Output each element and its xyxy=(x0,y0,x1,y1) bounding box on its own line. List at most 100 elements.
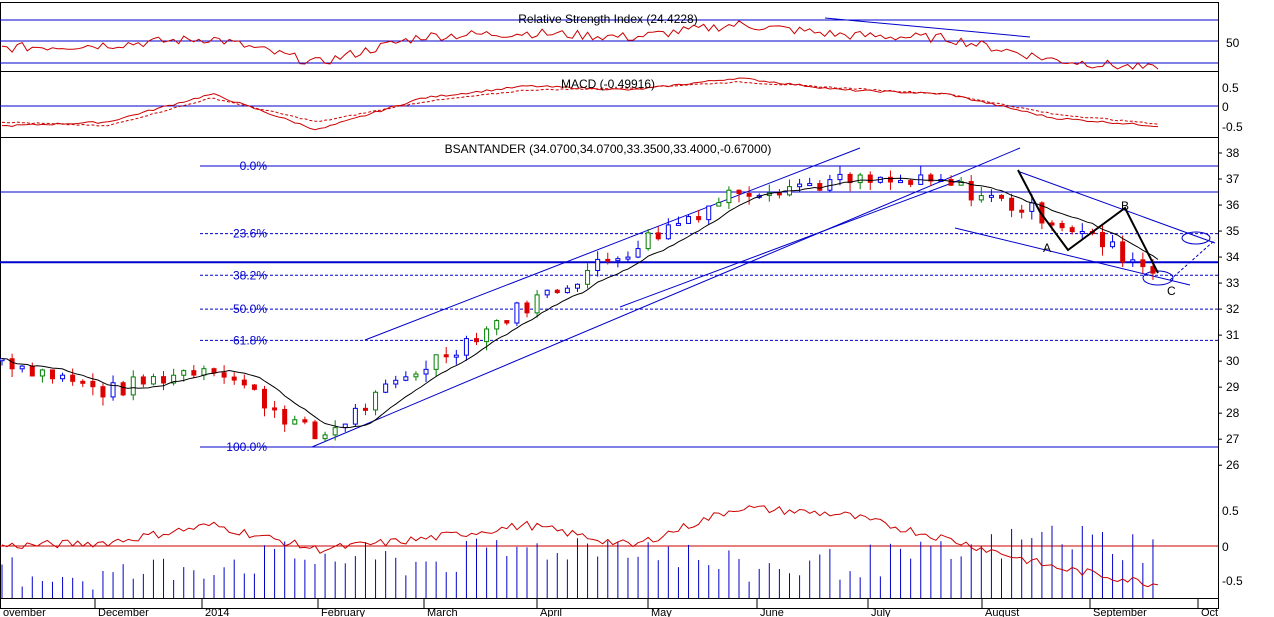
candle-body xyxy=(726,189,732,204)
candle-body xyxy=(686,216,692,224)
price-tick: 30 xyxy=(1226,354,1240,368)
channel-lower xyxy=(311,147,1021,448)
volume-tick: 0.5 xyxy=(1222,504,1239,518)
candle-body xyxy=(241,379,247,386)
candle-body xyxy=(655,232,661,240)
candle-body xyxy=(211,368,217,374)
candle-body xyxy=(453,354,459,358)
candle-body xyxy=(716,202,722,207)
candle-body xyxy=(534,294,540,314)
candle-body xyxy=(312,421,318,440)
candle-body xyxy=(1120,241,1126,263)
price-axis: 38 37 36 35 34 33 32 31 30 29 28 27 26 xyxy=(1218,146,1240,472)
candle-body xyxy=(140,376,146,385)
candle-body xyxy=(625,256,631,260)
candle-body xyxy=(908,180,914,185)
target-circle-upper xyxy=(1181,231,1211,245)
candle-body xyxy=(887,176,893,183)
candle-body xyxy=(696,216,702,221)
candle-body xyxy=(1110,241,1116,248)
candle-body xyxy=(433,354,439,370)
candlesticks xyxy=(0,165,1156,442)
candle-body xyxy=(272,407,278,411)
price-tick: 28 xyxy=(1226,406,1240,420)
price-tick: 34 xyxy=(1226,250,1240,264)
price-tick: 29 xyxy=(1226,380,1240,394)
candle-body xyxy=(746,193,752,197)
candle-body xyxy=(161,376,167,384)
oscillator-line xyxy=(1,505,1159,588)
candle-body xyxy=(595,258,601,271)
candle-body xyxy=(736,189,742,195)
candle-body xyxy=(383,383,389,393)
candle-body xyxy=(837,173,843,181)
candle-body xyxy=(585,269,591,285)
volume-tick: 0 xyxy=(1222,540,1229,554)
candle-body xyxy=(322,434,328,440)
candle-body xyxy=(968,181,974,201)
candle-body xyxy=(857,174,863,184)
candle-body xyxy=(514,302,520,324)
macd-line xyxy=(1,77,1159,131)
x-tick-label: 2014 xyxy=(205,607,229,617)
x-tick-label: December xyxy=(98,607,149,617)
candle-body xyxy=(948,178,954,186)
fibonacci-label: 61.8% xyxy=(233,333,267,347)
candle-body xyxy=(302,419,308,423)
candle-body xyxy=(110,382,116,398)
indicator-axes: 50 0.5 0 -0.5 0.5 0 -0.5 xyxy=(1222,36,1243,588)
x-tick-label: September xyxy=(1093,607,1147,617)
rsi-panel: Relative Strength Index (24.4228) xyxy=(0,12,1218,70)
price-horizontal-levels xyxy=(0,191,1218,264)
candle-body xyxy=(1059,223,1065,229)
candle-body xyxy=(29,365,35,377)
x-tick-label: February xyxy=(321,607,366,617)
candle-body xyxy=(1099,232,1105,248)
candle-body xyxy=(474,338,480,343)
x-tick-label: Oct xyxy=(1201,607,1218,617)
candle-body xyxy=(9,358,15,370)
fibonacci-label: 0.0% xyxy=(240,159,268,173)
wave-label-c: C xyxy=(1167,284,1176,298)
candle-body xyxy=(776,192,782,196)
candle-body xyxy=(807,183,813,187)
candle-body xyxy=(181,370,187,376)
x-tick-label: April xyxy=(540,607,562,617)
x-tick-label: August xyxy=(985,607,1019,617)
price-tick: 37 xyxy=(1226,172,1240,186)
candle-body xyxy=(191,370,197,376)
candle-body xyxy=(867,174,873,183)
price-tick: 31 xyxy=(1226,328,1240,342)
candle-body xyxy=(393,379,399,385)
candle-body xyxy=(282,408,288,425)
candle-body xyxy=(1130,259,1136,263)
macd-title: MACD (-0.49916) xyxy=(561,77,655,91)
candle-body xyxy=(90,380,96,388)
candle-body xyxy=(100,386,106,398)
x-tick-label: May xyxy=(651,607,672,617)
candle-body xyxy=(706,205,712,221)
candle-body xyxy=(1049,222,1055,226)
candle-body xyxy=(120,382,126,396)
candle-body xyxy=(504,320,510,324)
candle-body xyxy=(1029,202,1035,212)
candle-body xyxy=(494,320,500,330)
candle-body xyxy=(999,194,1005,199)
candle-body xyxy=(797,183,803,188)
candle-body xyxy=(201,368,207,376)
candle-body xyxy=(524,302,530,314)
x-axis: ovember December 2014 February March April May… xyxy=(0,598,1218,617)
candle-body xyxy=(80,380,86,384)
macd-signal-line xyxy=(1,80,1159,127)
candle-body xyxy=(958,181,964,186)
candle-body xyxy=(463,338,469,356)
candle-body xyxy=(1009,197,1015,211)
candle-body xyxy=(231,376,237,381)
channel-upper xyxy=(364,147,861,341)
candle-body xyxy=(373,391,379,411)
candle-body xyxy=(60,374,66,380)
down-channel-upper xyxy=(1019,171,1216,244)
macd-panel: MACD (-0.49916) xyxy=(0,77,1218,131)
candle-body xyxy=(564,287,570,294)
candle-body xyxy=(413,373,419,378)
